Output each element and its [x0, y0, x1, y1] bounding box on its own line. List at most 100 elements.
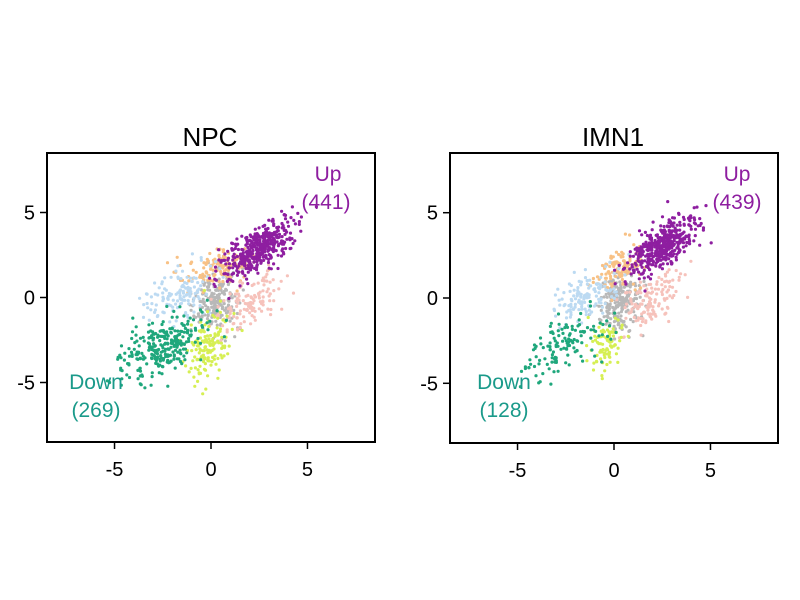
data-point-yellow	[202, 330, 206, 334]
data-point-pink	[236, 328, 240, 332]
data-point-pink	[266, 287, 270, 291]
data-point-pink	[233, 292, 238, 296]
data-point-teal	[137, 344, 141, 348]
data-point-gray	[200, 315, 204, 319]
data-point-lightblue	[149, 308, 153, 312]
data-point-yellow	[620, 323, 624, 327]
data-point-yellow	[585, 344, 589, 348]
data-point-up	[689, 227, 693, 231]
data-point-pink	[672, 293, 676, 298]
data-point-teal	[186, 322, 190, 326]
data-point-teal	[136, 377, 140, 381]
data-point-up	[238, 284, 242, 288]
data-point-teal	[165, 332, 169, 337]
data-point-yellow	[191, 359, 195, 363]
data-point-lightblue	[572, 307, 576, 311]
data-point-up	[685, 240, 689, 245]
data-point-gray	[209, 295, 213, 299]
data-point-yellow	[222, 346, 227, 350]
data-point-yellow	[597, 342, 601, 346]
data-point-up	[637, 254, 641, 258]
data-point-teal	[519, 369, 524, 373]
data-point-teal	[205, 298, 209, 302]
data-point-yellow	[202, 367, 206, 371]
data-point-yellow	[601, 347, 605, 352]
data-point-gray	[619, 310, 624, 314]
data-point-teal	[123, 351, 127, 355]
data-point-up	[226, 272, 230, 276]
data-point-yellow	[605, 337, 609, 341]
data-point-pink	[219, 338, 223, 343]
data-point-lightblue	[199, 256, 203, 260]
data-point-orange	[190, 260, 194, 264]
data-point-teal	[180, 362, 184, 366]
data-point-teal	[125, 373, 129, 377]
data-point-up	[256, 255, 260, 259]
data-point-yellow	[605, 352, 609, 356]
data-point-yellow	[198, 347, 202, 351]
panel-npc: NPC -5 0 5 5 0 -5 Up (441) Down (269)	[17, 122, 376, 481]
data-point-teal	[551, 331, 555, 336]
data-point-yellow	[218, 329, 222, 333]
data-point-gray	[620, 307, 625, 311]
data-point-teal	[177, 333, 181, 337]
data-point-teal	[537, 362, 541, 366]
data-point-up	[639, 272, 643, 276]
data-point-gray	[597, 317, 602, 321]
x-tick-label: 0	[608, 460, 619, 482]
data-point-gray	[621, 289, 625, 293]
data-point-up	[668, 225, 672, 229]
data-point-lightblue	[588, 312, 592, 316]
data-point-gray	[212, 298, 216, 302]
data-point-orange	[609, 277, 613, 281]
data-point-teal	[145, 362, 149, 366]
data-point-up	[648, 237, 652, 241]
data-point-yellow	[610, 330, 614, 334]
data-point-teal	[152, 336, 156, 340]
data-point-teal	[150, 321, 155, 325]
data-point-up	[671, 254, 675, 258]
data-point-lightblue	[184, 311, 188, 315]
chart-title-imn1: IMN1	[582, 122, 644, 152]
data-point-up	[628, 250, 632, 254]
data-point-up	[299, 229, 303, 233]
data-point-lightblue	[594, 302, 598, 306]
data-point-yellow	[614, 352, 619, 356]
data-point-lightblue	[176, 276, 180, 281]
data-point-lightblue	[554, 314, 558, 318]
data-point-pink	[665, 270, 670, 274]
data-point-pink	[277, 287, 281, 291]
data-point-pink	[225, 328, 229, 332]
up-label-imn1: Up	[724, 163, 751, 186]
data-point-lightblue	[161, 291, 165, 295]
data-point-teal	[588, 304, 593, 308]
data-point-teal	[557, 334, 561, 338]
data-point-teal	[173, 366, 177, 370]
data-point-lightblue	[171, 305, 175, 309]
data-point-teal	[147, 345, 151, 350]
data-point-up	[681, 241, 686, 245]
data-point-yellow	[198, 364, 202, 368]
data-point-yellow	[603, 351, 607, 355]
data-point-up	[688, 242, 692, 246]
data-point-pink	[655, 282, 659, 286]
data-point-up	[245, 277, 249, 281]
data-point-up	[641, 242, 646, 246]
data-point-up	[214, 269, 218, 273]
data-point-yellow	[193, 384, 197, 388]
data-point-yellow	[220, 356, 224, 360]
data-point-yellow	[216, 333, 220, 337]
data-point-pink	[656, 287, 661, 291]
data-point-pink	[632, 315, 636, 319]
data-point-pink	[253, 318, 257, 322]
data-point-lightblue	[573, 297, 578, 301]
data-point-teal	[541, 346, 545, 350]
data-point-teal	[140, 373, 144, 377]
data-point-up	[247, 239, 251, 243]
data-point-up	[284, 246, 288, 251]
data-point-lightblue	[582, 297, 586, 301]
data-point-up	[246, 245, 250, 249]
data-point-up	[283, 232, 287, 236]
data-point-orange	[604, 272, 608, 276]
data-point-gray	[629, 317, 633, 322]
